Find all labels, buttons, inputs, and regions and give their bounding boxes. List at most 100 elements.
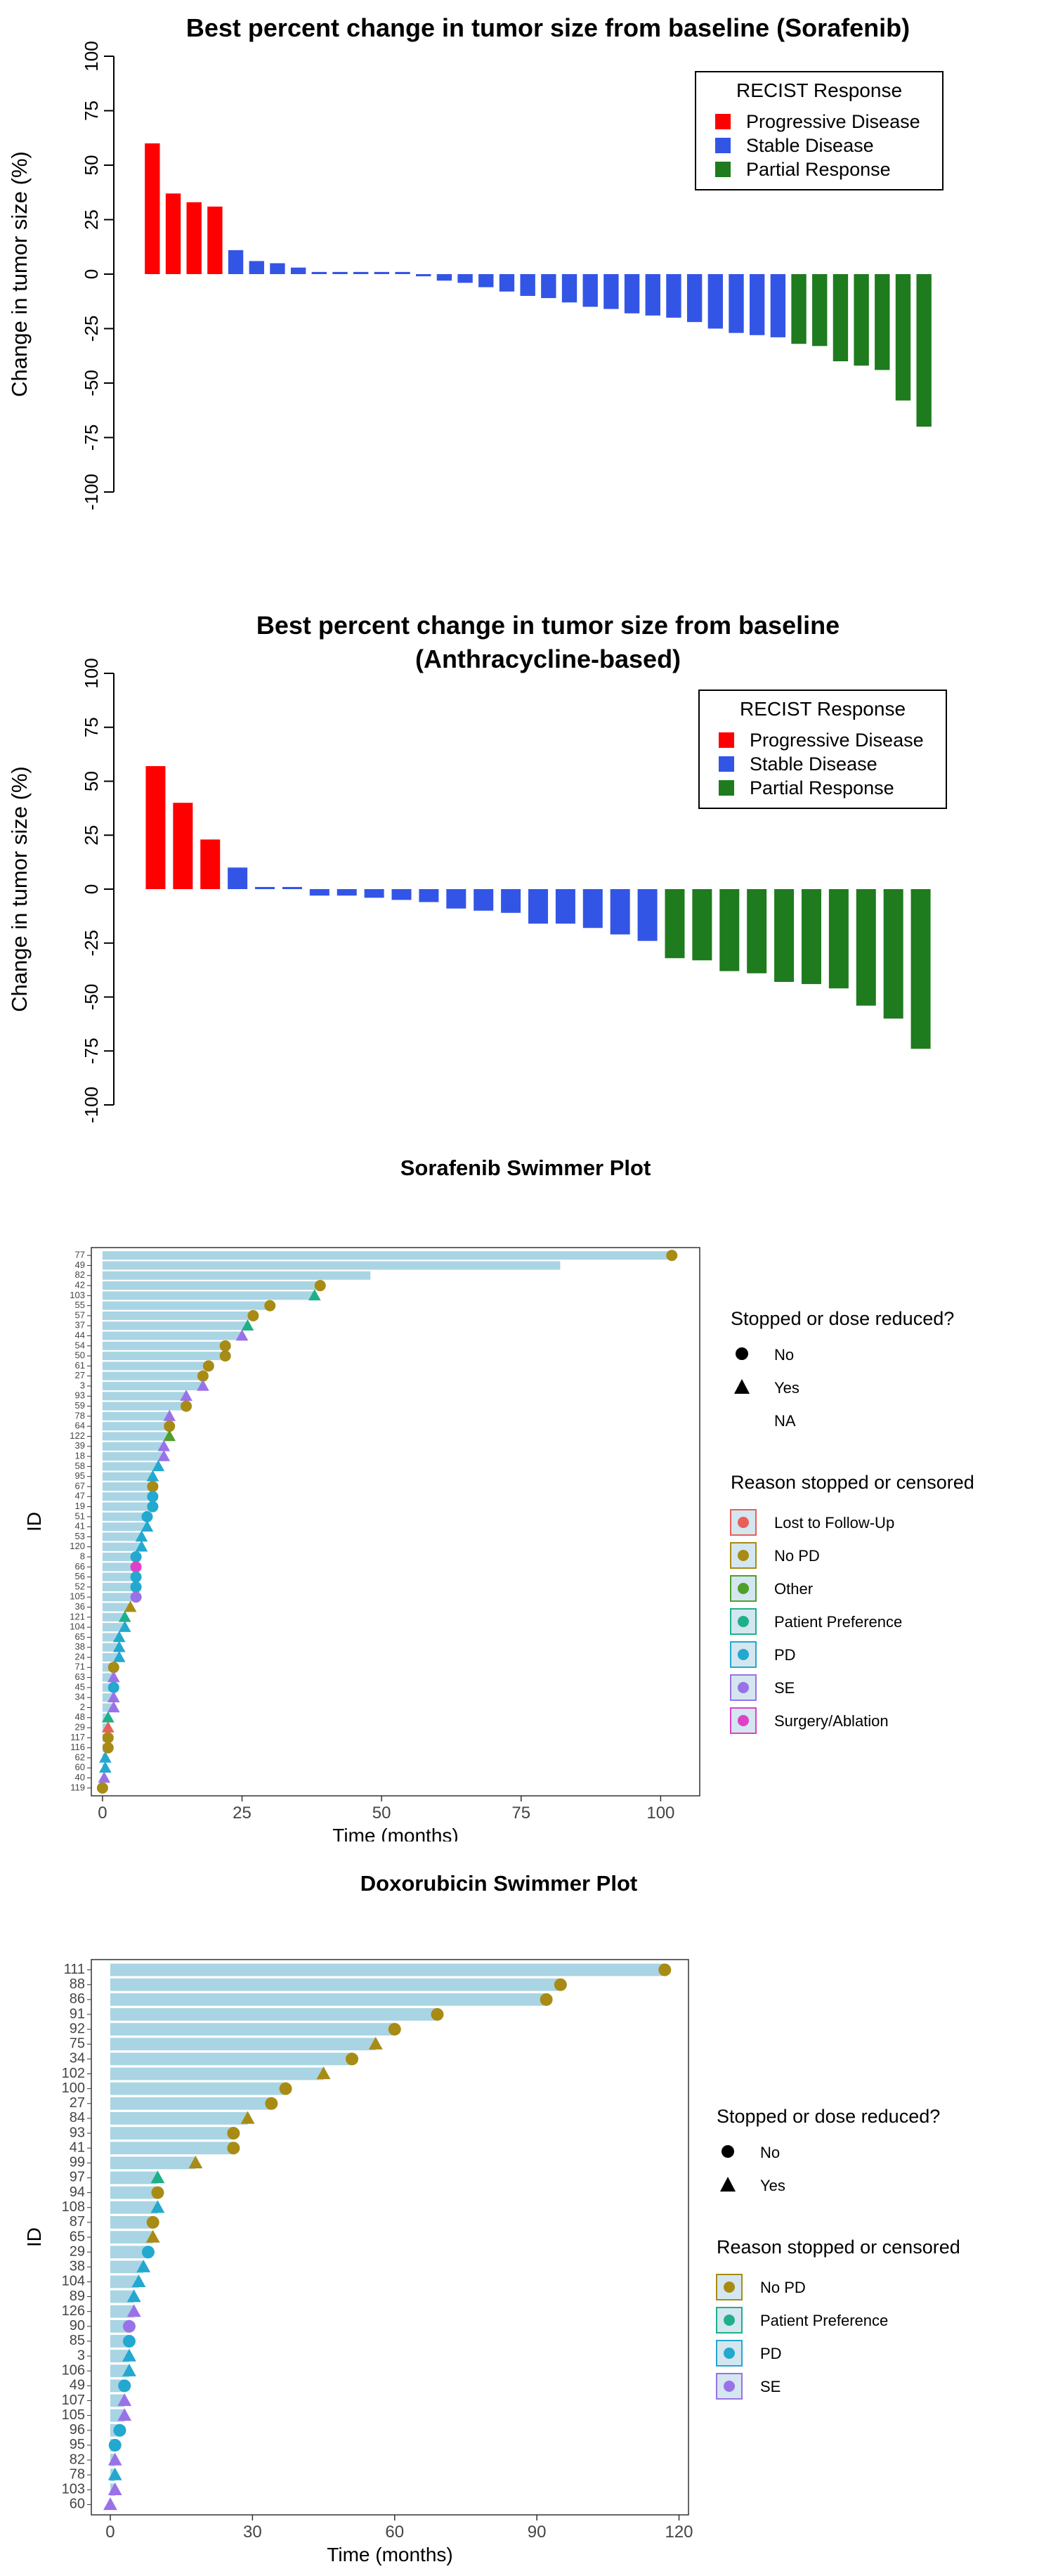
waterfall-bar (332, 271, 348, 274)
x-tick-label: 0 (98, 1804, 107, 1823)
swimmer-bar (102, 1281, 320, 1290)
y-tick-label: 57 (75, 1309, 85, 1320)
waterfall-bar (883, 889, 903, 1019)
swimmer-sorafenib-chart: Sorafenib Swimmer Plot774982421035557374… (23, 1156, 974, 1846)
y-tick-label: 18 (75, 1451, 85, 1461)
y-tick-label: 27 (75, 1370, 85, 1380)
swimmer-bar (110, 2082, 286, 2095)
legend-dot (738, 1616, 749, 1627)
y-tick-label: 2 (80, 1702, 85, 1712)
swimmer-marker-triangle (316, 2066, 331, 2080)
waterfall-bar (395, 271, 410, 274)
swimmer-marker-circle (130, 1561, 142, 1573)
y-tick-label: 50 (81, 771, 102, 791)
legend-swatch (715, 114, 731, 129)
legend-label: Lost to Follow-Up (774, 1514, 894, 1532)
swimmer-bar (102, 1562, 136, 1572)
waterfall-bar (910, 889, 931, 1049)
legend-triangle-icon (720, 2177, 736, 2192)
waterfall-bar (895, 274, 911, 401)
y-tick-label: 91 (70, 2006, 85, 2021)
swimmer-bar (110, 2246, 148, 2259)
legend-label: Yes (774, 1379, 799, 1397)
waterfall-bar (582, 889, 603, 928)
swimmer-marker-triangle (141, 1520, 154, 1532)
legend-swatch (719, 756, 734, 772)
legend-title: RECIST Response (740, 698, 906, 720)
y-tick-label: 108 (62, 2199, 85, 2215)
y-tick-label: 36 (75, 1601, 85, 1612)
y-tick-label: 29 (75, 1722, 85, 1733)
y-tick-label: 42 (75, 1279, 85, 1290)
chart-title: Best percent change in tumor size from b… (256, 611, 840, 640)
swimmer-marker-triangle (150, 2170, 165, 2184)
swimmer-bar (110, 1978, 561, 1991)
y-tick-label: 104 (70, 1622, 85, 1632)
swimmer-marker-triangle (98, 1771, 111, 1783)
waterfall-bar (200, 839, 221, 889)
swimmer-bar (102, 1572, 136, 1581)
y-tick-label: 126 (62, 2303, 85, 2319)
swimmer-marker-triangle (99, 1751, 112, 1763)
y-tick-label: 39 (75, 1440, 85, 1451)
y-tick-label: 111 (64, 1962, 85, 1977)
x-tick-label: 120 (665, 2523, 693, 2542)
y-tick-label: 64 (75, 1420, 85, 1431)
waterfall-sorafenib-panel: Best percent change in tumor size from b… (0, 0, 1051, 562)
swimmer-marker-circle (146, 2215, 159, 2229)
legend-dot (738, 1550, 749, 1561)
y-tick-label: 65 (70, 2229, 85, 2244)
x-tick-label: 100 (646, 1804, 674, 1823)
legend-label: No PD (760, 2279, 806, 2296)
swimmer-marker-triangle (107, 1701, 120, 1713)
legend-title: Stopped or dose reduced? (717, 2106, 940, 2127)
legend-dot (738, 1517, 749, 1528)
swimmer-bar (110, 2231, 153, 2244)
swimmer-marker-circle (431, 2007, 444, 2021)
y-tick-label: 25 (81, 825, 102, 846)
y-tick-label: 67 (75, 1480, 85, 1491)
waterfall-bar (528, 889, 549, 924)
y-tick-label: -75 (81, 425, 102, 451)
swimmer-marker-triangle (135, 1540, 148, 1552)
swimmer-marker-triangle (124, 1600, 137, 1612)
swimmer-bar (110, 2156, 196, 2170)
swimmer-marker-circle (264, 1300, 276, 1312)
waterfall-bar (812, 274, 828, 347)
chart-title: Best percent change in tumor size from b… (186, 13, 910, 42)
swimmer-marker-triangle (163, 1409, 176, 1421)
y-tick-label: 105 (70, 1591, 85, 1602)
waterfall-bar (249, 261, 264, 274)
swimmer-marker-triangle (117, 2393, 132, 2407)
waterfall-bar (770, 274, 786, 337)
y-tick-label: 62 (75, 1752, 85, 1762)
y-tick-label: 78 (75, 1410, 85, 1420)
swimmer-bar (102, 1593, 136, 1602)
y-tick-label: 56 (75, 1571, 85, 1581)
swimmer-marker-triangle (146, 1470, 159, 1482)
waterfall-bar (478, 274, 494, 287)
swimmer-marker-triangle (197, 1379, 209, 1391)
waterfall-bar (207, 206, 223, 274)
swimmer-bar (102, 1422, 170, 1431)
y-tick-label: 121 (70, 1611, 85, 1622)
swimmer-bar (102, 1381, 203, 1391)
swimmer-marker-triangle (188, 2155, 203, 2168)
y-tick-label: -25 (81, 930, 102, 957)
y-tick-label: 75 (81, 101, 102, 121)
waterfall-bar (255, 886, 275, 889)
swimmer-marker-circle (96, 1782, 108, 1794)
x-tick-label: 90 (528, 2523, 547, 2542)
swimmer-bar (102, 1502, 153, 1511)
swimmer-marker-triangle (150, 2200, 165, 2213)
swimmer-marker-triangle (145, 2229, 160, 2243)
legend-title: Stopped or dose reduced? (731, 1308, 954, 1329)
swimmer-marker-triangle (107, 2467, 122, 2480)
y-tick-label: 122 (70, 1430, 85, 1441)
swimmer-bar (102, 1341, 226, 1350)
swimmer-marker-circle (181, 1400, 192, 1412)
y-tick-label: -50 (81, 984, 102, 1011)
y-axis-label: ID (23, 1512, 45, 1532)
y-tick-label: 96 (70, 2422, 85, 2438)
swimmer-marker-circle (122, 2319, 136, 2333)
